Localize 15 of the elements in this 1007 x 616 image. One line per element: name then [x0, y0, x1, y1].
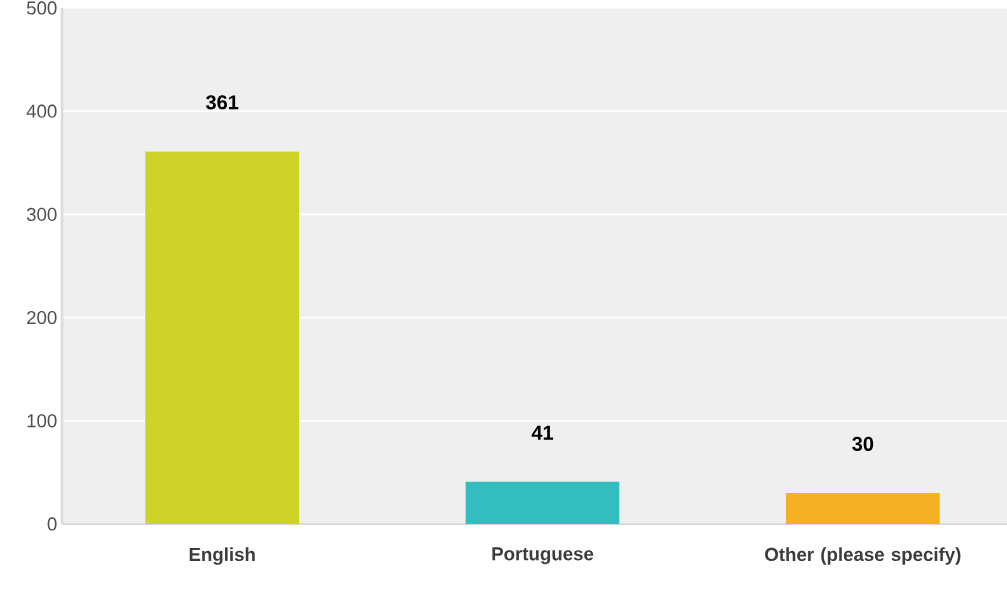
bar — [785, 493, 940, 524]
data-label: 361 — [205, 95, 239, 110]
bar — [465, 481, 620, 524]
y-tick-label: 500 — [26, 1, 57, 15]
y-tick-label: 100 — [27, 414, 57, 428]
y-tick-label: 400 — [26, 104, 57, 118]
y-tick-label: 300 — [26, 207, 57, 222]
data-label: 30 — [852, 436, 874, 451]
y-tick-label: 200 — [27, 310, 57, 325]
bar — [145, 151, 300, 524]
y-tick-label: 0 — [47, 517, 57, 531]
x-tick-label: Portuguese — [492, 547, 594, 565]
data-label: 41 — [531, 425, 554, 440]
x-tick-label: Other (please specify) — [765, 547, 961, 565]
x-tick-label: English — [189, 547, 255, 565]
